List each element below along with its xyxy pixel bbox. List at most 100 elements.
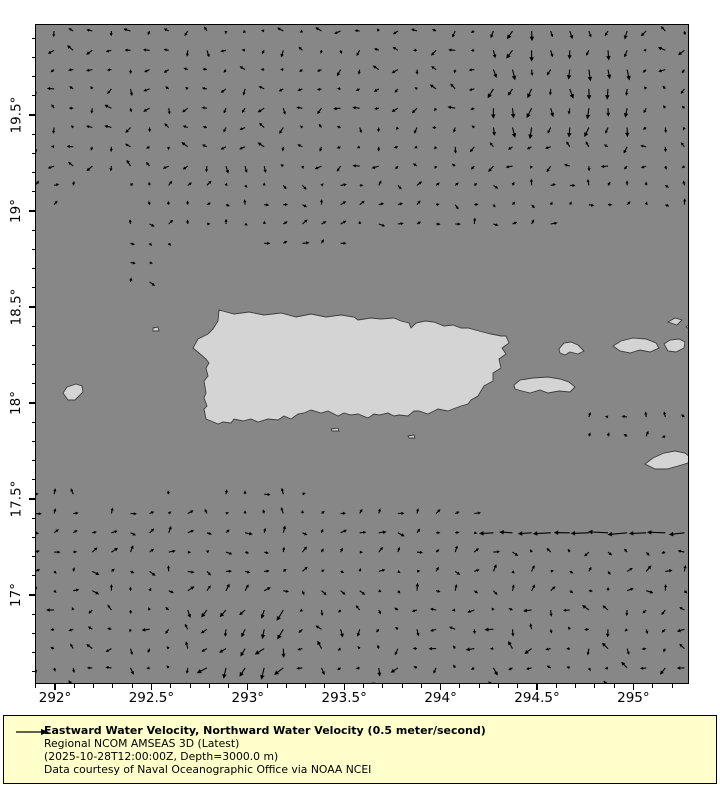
velocity-arrow (511, 584, 515, 591)
velocity-arrow (53, 529, 59, 534)
velocity-arrow (569, 570, 574, 574)
velocity-arrow (684, 590, 688, 594)
velocity-arrow (220, 146, 227, 150)
velocity-arrow (184, 30, 189, 37)
velocity-arrow (281, 146, 285, 152)
velocity-arrow (111, 568, 115, 572)
velocity-arrow (488, 165, 494, 172)
velocity-arrow (36, 148, 38, 153)
velocity-arrow (148, 607, 151, 611)
velocity-arrow (149, 223, 155, 227)
velocity-arrow (149, 281, 156, 286)
velocity-arrow (357, 69, 361, 75)
velocity-arrow (640, 165, 647, 169)
velocity-arrow (225, 203, 230, 207)
velocity-arrow (355, 666, 360, 670)
velocity-arrow (147, 200, 151, 205)
velocity-arrow (646, 590, 654, 594)
y-minor-tick (31, 152, 35, 154)
velocity-arrow (372, 65, 380, 71)
velocity-arrow (183, 67, 188, 71)
velocity-arrow (493, 550, 500, 554)
velocity-arrow (358, 568, 362, 572)
velocity-arrow (531, 565, 535, 572)
velocity-arrow (320, 667, 325, 675)
velocity-arrow (299, 69, 303, 73)
y-tick-label-text: 17.5° (8, 480, 24, 518)
velocity-arrow (282, 185, 287, 190)
velocity-arrow (624, 548, 628, 553)
velocity-arrow (378, 609, 381, 615)
y-minor-tick (31, 652, 35, 654)
velocity-arrow (92, 570, 100, 575)
velocity-arrow (148, 242, 152, 246)
velocity-arrow (187, 586, 195, 592)
velocity-arrow (264, 492, 271, 496)
island-culebra (558, 341, 585, 356)
velocity-arrow (302, 185, 307, 190)
velocity-arrow (224, 489, 228, 495)
velocity-arrow (607, 531, 628, 537)
velocity-arrow (296, 666, 303, 670)
velocity-arrow (72, 180, 75, 186)
velocity-arrow (508, 667, 513, 671)
velocity-arrow (587, 667, 591, 672)
velocity-arrow (432, 126, 437, 130)
velocity-arrow (474, 203, 479, 207)
velocity-arrow (320, 528, 324, 533)
velocity-arrow (301, 546, 307, 553)
velocity-arrow (316, 87, 322, 91)
velocity-arrow (167, 565, 171, 572)
velocity-arrow (130, 570, 135, 574)
island-st-thomas (612, 337, 660, 354)
velocity-arrow (416, 221, 422, 225)
y-minor-tick (31, 440, 35, 442)
velocity-arrow (493, 223, 499, 227)
velocity-arrow (451, 163, 456, 167)
velocity-arrow (110, 507, 114, 514)
velocity-arrow (623, 30, 628, 40)
velocity-arrow (355, 605, 361, 611)
velocity-arrow (550, 586, 556, 592)
velocity-arrow (587, 166, 591, 172)
y-minor-tick (31, 76, 35, 78)
velocity-arrow (109, 584, 113, 591)
velocity-arrow (164, 123, 170, 128)
velocity-arrow (146, 666, 150, 670)
velocity-arrow (319, 50, 323, 54)
velocity-arrow (587, 432, 591, 437)
velocity-arrow (450, 83, 456, 90)
velocity-arrow (52, 30, 56, 38)
velocity-arrow (71, 607, 75, 611)
velocity-arrow (278, 88, 284, 92)
velocity-arrow (105, 49, 112, 53)
velocity-arrow (661, 550, 666, 554)
velocity-arrow (109, 166, 113, 172)
velocity-arrow (296, 106, 303, 110)
velocity-arrow (68, 680, 73, 683)
velocity-arrow (430, 628, 437, 632)
velocity-arrow (149, 528, 155, 534)
velocity-arrow (320, 183, 324, 187)
velocity-arrow (642, 69, 647, 73)
velocity-arrow (359, 530, 367, 534)
velocity-arrow (168, 180, 173, 186)
velocity-arrow (492, 69, 498, 78)
velocity-arrow (146, 145, 150, 149)
velocity-arrow (167, 490, 170, 495)
velocity-arrow (678, 49, 685, 56)
velocity-arrow (182, 165, 189, 170)
island-south-cay (407, 434, 416, 439)
velocity-arrow (240, 648, 246, 657)
velocity-arrow (86, 28, 93, 32)
velocity-arrow (681, 105, 685, 109)
velocity-arrow (621, 661, 628, 669)
velocity-arrow (340, 529, 347, 534)
velocity-arrow (242, 88, 246, 96)
velocity-arrow (340, 590, 346, 595)
velocity-arrow (86, 165, 93, 172)
velocity-arrow (301, 165, 304, 170)
velocity-arrow (299, 125, 304, 129)
velocity-arrow (260, 667, 265, 680)
velocity-arrow (225, 512, 229, 515)
